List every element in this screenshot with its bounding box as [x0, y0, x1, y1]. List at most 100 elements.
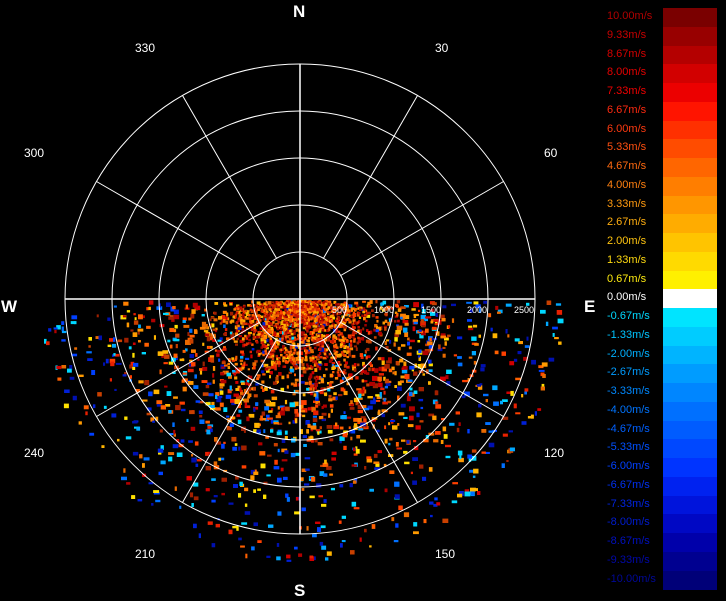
- legend-color-swatch: [663, 439, 717, 459]
- legend-color-swatch: [663, 195, 717, 215]
- legend-entry-label: -6.67m/s: [607, 478, 650, 491]
- legend-color-swatch: [663, 214, 717, 234]
- legend-entry: -8.00m/s: [607, 514, 717, 534]
- legend-entry-label: -6.00m/s: [607, 460, 650, 472]
- legend-entry: -4.67m/s: [607, 420, 717, 440]
- velocity-echo-layer: [44, 300, 564, 562]
- legend-entry-label: 4.00m/s: [607, 178, 647, 191]
- legend-entry-label: 4.67m/s: [607, 160, 647, 172]
- legend-color-swatch: [663, 551, 717, 571]
- legend-entry: -0.67m/s: [607, 308, 717, 327]
- range-label-1500: 1500: [421, 305, 442, 315]
- legend-entry-label: -0.67m/s: [607, 310, 650, 322]
- legend-color-swatch: [663, 364, 717, 384]
- legend-entry-label: 5.33m/s: [607, 141, 647, 154]
- legend-entry: 0.00m/s: [607, 289, 717, 309]
- legend-entry: 4.67m/s: [607, 158, 717, 177]
- compass-west-label: W: [1, 297, 18, 316]
- compass-east-label: E: [584, 297, 596, 316]
- legend-entry: -3.33m/s: [607, 383, 717, 402]
- legend-entry: -4.00m/s: [607, 401, 717, 421]
- legend-entry-label: -7.33m/s: [607, 497, 650, 510]
- bearing-label-330: 330: [135, 41, 156, 55]
- legend-entry-label: -2.67m/s: [607, 366, 650, 379]
- legend-color-swatch: [663, 101, 717, 121]
- legend-color-swatch: [663, 26, 717, 46]
- legend-entry: -1.33m/s: [607, 326, 717, 346]
- legend-entry-label: -5.33m/s: [607, 441, 650, 454]
- legend-entry-label: -8.67m/s: [607, 535, 650, 547]
- legend-entry-label: -4.00m/s: [607, 403, 650, 416]
- legend-entry-label: 1.33m/s: [607, 253, 647, 266]
- legend-color-swatch: [663, 120, 717, 140]
- compass-south-label: S: [294, 581, 306, 600]
- legend-color-swatch: [663, 139, 717, 159]
- legend-entry-label: 0.67m/s: [607, 272, 647, 285]
- legend-entry: 6.67m/s: [607, 101, 717, 121]
- legend-entry: -7.33m/s: [607, 495, 717, 515]
- legend-entry: -10.00m/s: [607, 570, 717, 590]
- legend-entry: 9.33m/s: [607, 26, 717, 46]
- bearing-label-30: 30: [435, 41, 449, 55]
- legend-entry: 8.67m/s: [607, 45, 717, 65]
- legend-entry: 8.00m/s: [607, 64, 717, 84]
- azimuth-spoke: [96, 322, 260, 417]
- legend-color-swatch: [663, 270, 717, 290]
- legend-color-swatch: [663, 345, 717, 365]
- legend-entry: -8.67m/s: [607, 533, 717, 552]
- legend-entry: -9.33m/s: [607, 551, 717, 571]
- legend-entry: -6.67m/s: [607, 476, 717, 496]
- legend-entry: -2.00m/s: [607, 345, 717, 365]
- legend-entry-label: 2.67m/s: [607, 216, 647, 229]
- legend-color-swatch: [663, 83, 717, 102]
- legend-entry-label: 0.00m/s: [607, 291, 647, 304]
- legend-entry-label: 8.00m/s: [607, 66, 647, 79]
- legend-color-swatch: [663, 533, 717, 552]
- legend-entry-label: 3.33m/s: [607, 197, 647, 210]
- legend-entry-label: -2.00m/s: [607, 347, 650, 360]
- legend-color-swatch: [663, 570, 717, 590]
- bearing-label-120: 120: [544, 446, 565, 460]
- legend-entry-label: -3.33m/s: [607, 385, 650, 397]
- legend-color-swatch: [663, 158, 717, 177]
- legend-color-swatch: [663, 176, 717, 196]
- legend-entry-label: 6.67m/s: [607, 103, 647, 116]
- legend-color-swatch: [663, 458, 717, 477]
- range-ring-grid: [64, 63, 536, 535]
- legend-entry: 1.33m/s: [607, 251, 717, 271]
- bearing-label-60: 60: [544, 146, 558, 160]
- legend-entry: 6.00m/s: [607, 120, 717, 140]
- legend-entry-label: -9.33m/s: [607, 553, 650, 566]
- legend-color-swatch: [663, 495, 717, 515]
- legend-color-swatch: [663, 326, 717, 346]
- legend-color-swatch: [663, 45, 717, 65]
- legend-entry: 7.33m/s: [607, 83, 717, 102]
- legend-color-swatch: [663, 476, 717, 496]
- azimuth-spoke: [323, 339, 418, 503]
- legend-entry-label: 7.33m/s: [607, 85, 647, 97]
- legend-entry: 2.67m/s: [607, 214, 717, 234]
- azimuth-spoke: [340, 181, 504, 276]
- legend-entry-label: -1.33m/s: [607, 328, 650, 341]
- legend-color-swatch: [663, 251, 717, 271]
- legend-entry-label: 6.00m/s: [607, 122, 647, 135]
- legend-entry: -6.00m/s: [607, 458, 717, 477]
- legend-entry: 2.00m/s: [607, 233, 717, 252]
- range-label-1000: 1000: [374, 305, 395, 315]
- legend-entry: 4.00m/s: [607, 176, 717, 196]
- legend-entry-label: 2.00m/s: [607, 235, 647, 247]
- legend-color-swatch: [663, 514, 717, 534]
- azimuth-spoke: [96, 181, 260, 276]
- legend-entry: 5.33m/s: [607, 139, 717, 159]
- bearing-label-300: 300: [24, 146, 45, 160]
- azimuth-spoke: [182, 339, 277, 503]
- legend-entry: 10.00m/s: [607, 8, 717, 27]
- legend-color-swatch: [663, 420, 717, 440]
- legend-entry-label: 9.33m/s: [607, 28, 647, 41]
- bearing-label-150: 150: [435, 547, 456, 561]
- azimuth-spoke: [340, 322, 504, 417]
- legend-color-swatch: [663, 289, 717, 309]
- legend-entry-label: 10.00m/s: [607, 10, 653, 22]
- legend-color-swatch: [663, 64, 717, 84]
- bearing-label-210: 210: [135, 547, 156, 561]
